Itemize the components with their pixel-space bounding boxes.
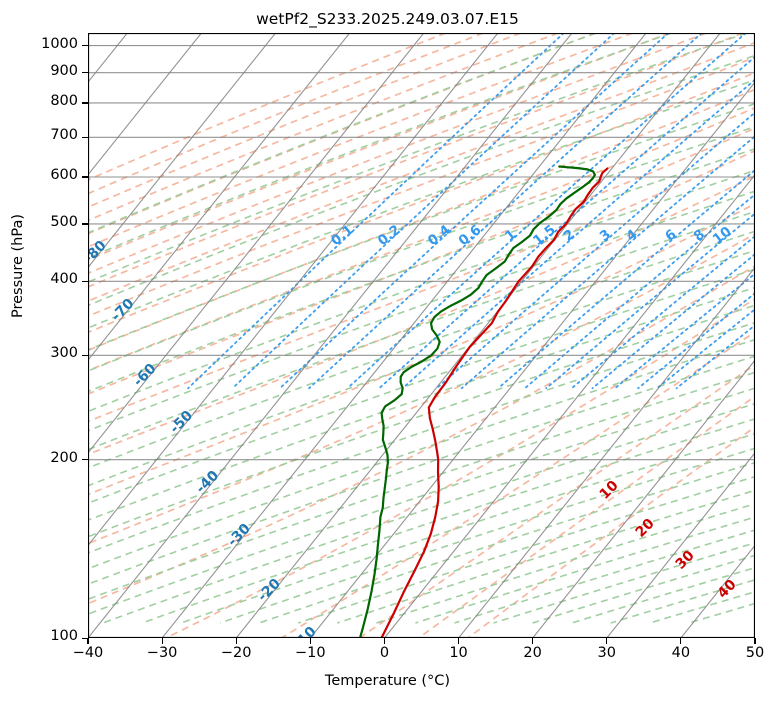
- y-tick-mark: [82, 459, 88, 461]
- y-tick-label: 300: [50, 345, 78, 362]
- dry-adiabat-lines: [88, 33, 755, 624]
- y-tick-mark: [82, 102, 88, 104]
- x-tick-mark: [457, 638, 460, 644]
- x-tick-label: 30: [597, 645, 616, 661]
- x-tick-mark: [606, 638, 608, 644]
- x-tick-label: 20: [523, 645, 542, 661]
- x-tick-label: −40: [72, 645, 104, 661]
- y-tick-label: 400: [50, 271, 78, 288]
- x-axis-label: Temperature (°C): [324, 673, 451, 689]
- y-tick-mark: [82, 45, 88, 47]
- page-title: wetPf2_S233.2025.249.03.07.E15: [256, 10, 519, 28]
- y-tick-label: 500: [50, 213, 78, 230]
- x-tick-label: 40: [671, 645, 691, 661]
- y-tick-mark: [82, 136, 88, 138]
- y-tick-label: 200: [50, 449, 78, 466]
- x-tick-mark: [532, 638, 534, 644]
- y-tick-label: 600: [50, 166, 78, 183]
- y-tick-mark: [82, 637, 88, 639]
- y-tick-label: 1000: [41, 35, 78, 52]
- x-tick-mark: [235, 638, 237, 644]
- x-tick-mark: [383, 638, 386, 644]
- x-tick-label: −20: [220, 645, 252, 661]
- y-tick-mark: [82, 176, 88, 178]
- skewt-canvas: 0.1 0.2 0.4 0.6 1 1.5 2 3 4 6 8 10 -80-70-60-50-40-…: [88, 33, 755, 638]
- y-tick-mark: [82, 72, 88, 74]
- x-tick-mark: [754, 638, 756, 644]
- x-tick-label: 10: [449, 645, 468, 661]
- x-tick-label: −30: [146, 645, 178, 661]
- x-tick-label: 50: [745, 645, 765, 661]
- x-tick-label: 0: [379, 645, 390, 661]
- sounding-profiles: [358, 165, 609, 638]
- isobar-lines: [88, 45, 755, 638]
- y-tick-mark: [82, 223, 88, 225]
- y-tick-label: 100: [50, 628, 78, 644]
- moist-adiabat-lines: [88, 33, 755, 638]
- isotherm-lines: [88, 33, 755, 638]
- y-tick-label: 800: [50, 92, 78, 109]
- x-tick-label: −10: [295, 645, 326, 661]
- y-axis-ticks: 100 200 300 400 500 600 700 800 900 1000: [0, 0, 88, 708]
- x-tick-mark: [680, 638, 682, 644]
- x-tick-mark: [87, 638, 89, 644]
- x-tick-mark: [309, 638, 311, 644]
- plot-border: [88, 33, 755, 638]
- plot-area: 0.1 0.2 0.4 0.6 1 1.5 2 3 4 6 8 10 -80 -70 -60 -50 -40-…: [88, 33, 755, 638]
- y-tick-label: 700: [50, 127, 78, 144]
- x-tick-mark: [161, 638, 163, 644]
- y-tick-mark: [82, 354, 88, 357]
- y-tick-mark: [82, 280, 88, 282]
- y-tick-label: 900: [50, 62, 78, 79]
